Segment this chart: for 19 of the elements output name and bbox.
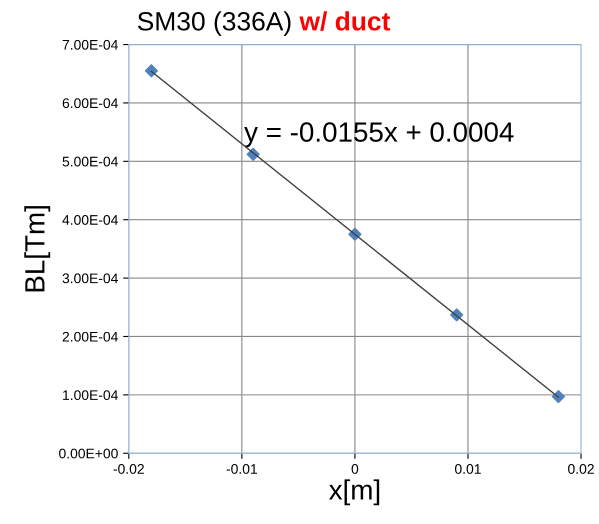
x-tick-label: -0.01 bbox=[226, 464, 257, 474]
chart-subtitle: w/ duct bbox=[299, 11, 390, 31]
annotation: y = -0.0155x + 0.0004 bbox=[244, 122, 514, 148]
y-tick-label: 1.00E-04 bbox=[63, 390, 118, 400]
x-tick-label: 0.02 bbox=[568, 464, 594, 474]
y-tick-label: 6.00E-04 bbox=[62, 98, 118, 108]
y-tick-label: 5.00E-04 bbox=[62, 156, 118, 166]
y-tick-label: 0.00E+00 bbox=[59, 448, 118, 458]
chart-title: SM30 (336A) bbox=[138, 11, 291, 36]
y-tick-label: 2.00E-04 bbox=[62, 332, 118, 342]
point bbox=[144, 64, 158, 78]
y-axis-title: BL[Tm] bbox=[24, 206, 50, 292]
x-axis-title: x[m] bbox=[328, 479, 380, 506]
x-tick-label: 0 bbox=[352, 464, 358, 474]
x-tick-label: -0.02 bbox=[114, 464, 144, 474]
y-tick-label: 4.00E-04 bbox=[62, 215, 118, 225]
y-tick-label: 3.00E-04 bbox=[62, 273, 118, 284]
x-tick-label: 0.01 bbox=[454, 464, 481, 474]
y-tick-label: 7.00E-04 bbox=[62, 40, 118, 50]
